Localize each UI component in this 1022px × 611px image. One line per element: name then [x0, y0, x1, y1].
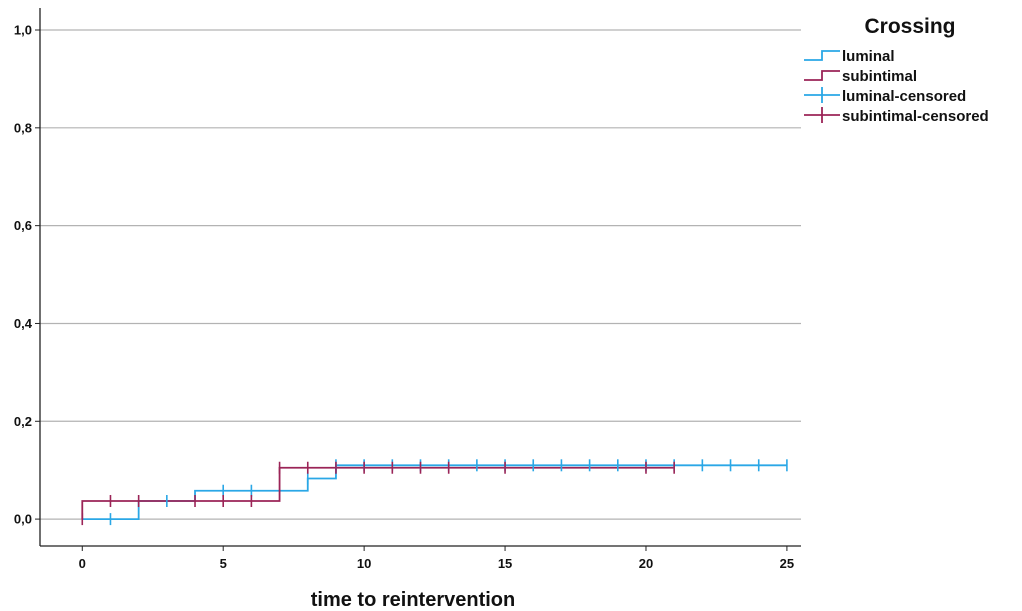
y-tick-label: 0,6 [14, 218, 32, 233]
series-lines [81, 464, 787, 520]
legend: Crossing luminal subintimal luminal-censor… [804, 15, 989, 125]
series-line-luminal [82, 464, 787, 520]
legend-label: subintimal-censored [842, 108, 989, 125]
legend-swatch [804, 70, 840, 81]
y-tick-label: 0,0 [14, 512, 32, 527]
censor-marks [81, 459, 788, 526]
legend-item-subintimal: subintimal [804, 68, 917, 85]
tick-labels: 0,0 0,2 0,4 0,6 0,8 1,0 0 5 10 15 20 25 [14, 23, 794, 571]
legend-label: luminal [842, 48, 895, 65]
legend-label: luminal-censored [842, 88, 966, 105]
x-tick-label: 5 [220, 556, 227, 571]
legend-item-subintimal-censored: subintimal-censored [804, 107, 989, 125]
grid-lines [40, 29, 801, 520]
x-tick-label: 20 [639, 556, 653, 571]
y-tick-label: 1,0 [14, 23, 32, 38]
y-tick-label: 0,4 [14, 316, 33, 331]
x-tick-label: 25 [780, 556, 794, 571]
legend-title: Crossing [864, 15, 955, 38]
x-tick-label: 10 [357, 556, 371, 571]
series-line-subintimal [81, 466, 675, 520]
x-axis-title: time to reintervention [311, 589, 515, 611]
y-tick-label: 0,2 [14, 414, 32, 429]
x-tick-label: 15 [498, 556, 512, 571]
y-tick-label: 0,8 [14, 120, 32, 135]
legend-swatch [804, 50, 840, 61]
axes [35, 8, 801, 551]
legend-label: subintimal [842, 68, 917, 85]
legend-item-luminal: luminal [804, 48, 895, 65]
x-tick-label: 0 [79, 556, 86, 571]
legend-item-luminal-censored: luminal-censored [804, 87, 966, 105]
